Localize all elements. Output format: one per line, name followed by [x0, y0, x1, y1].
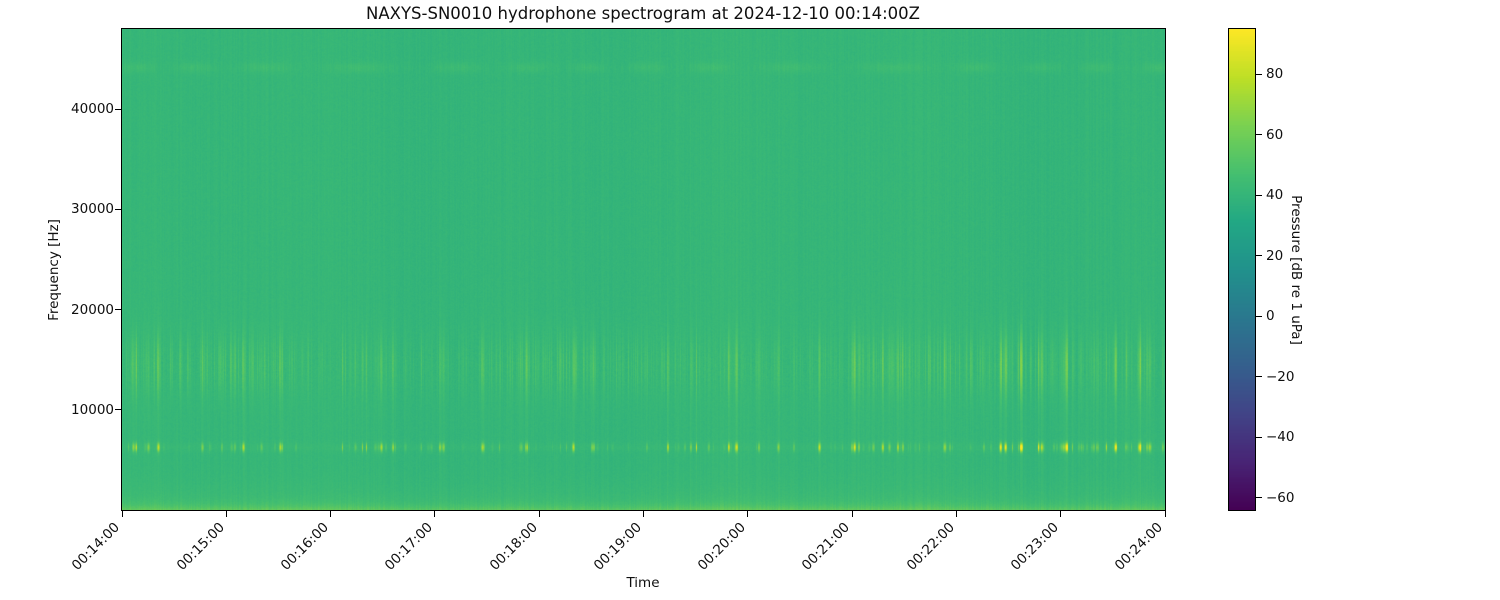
- x-tick-mark: [955, 511, 957, 517]
- x-tick-mark: [434, 511, 436, 517]
- colorbar-tick-mark: [1256, 255, 1262, 257]
- y-tick-mark: [115, 208, 121, 210]
- colorbar-tick-mark: [1256, 315, 1262, 317]
- y-tick-label: 30000: [71, 201, 114, 218]
- colorbar-tick-mark: [1256, 73, 1262, 75]
- x-tick-label-text: 00:17:00: [382, 519, 437, 574]
- y-tick-mark: [115, 409, 121, 411]
- colorbar-tick-label: 20: [1266, 247, 1284, 264]
- x-tick-label-text: 00:14:00: [69, 519, 124, 574]
- colorbar-tick-label: 80: [1266, 66, 1284, 83]
- x-tick-mark: [538, 511, 540, 517]
- y-tick-label: 20000: [71, 301, 114, 318]
- x-tick-label-text: 00:20:00: [694, 519, 750, 574]
- x-tick-label-text: 00:19:00: [590, 519, 645, 574]
- x-tick-label-text: 00:18:00: [486, 519, 541, 574]
- colorbar-tick-mark: [1256, 134, 1262, 136]
- y-tick-label: 40000: [71, 101, 114, 118]
- colorbar-gradient: [1229, 29, 1255, 510]
- y-tick-mark: [115, 108, 121, 110]
- colorbar-tick-label: −60: [1266, 489, 1295, 506]
- x-tick-label-text: 00:23:00: [1007, 519, 1062, 574]
- chart-title: NAXYS-SN0010 hydrophone spectrogram at 2…: [366, 4, 920, 23]
- colorbar-tick-mark: [1256, 376, 1262, 378]
- x-tick-label-text: 00:24:00: [1112, 519, 1167, 574]
- x-axis-label: Time: [626, 575, 660, 591]
- x-tick-mark: [747, 511, 749, 517]
- colorbar-tick-label: −20: [1266, 368, 1295, 385]
- colorbar-tick-label: 40: [1266, 187, 1284, 204]
- x-tick-mark: [121, 511, 123, 517]
- x-tick-mark: [1060, 511, 1062, 517]
- colorbar-tick-mark: [1256, 436, 1262, 438]
- x-tick-mark: [643, 511, 644, 517]
- x-tick-label-text: 00:21:00: [799, 519, 854, 574]
- x-tick-label-text: 00:16:00: [277, 519, 332, 574]
- colorbar-tick-label: 0: [1266, 308, 1275, 325]
- spectrogram-heatmap: [122, 29, 1165, 510]
- colorbar-label: Pressure [dB re 1 uPa]: [1288, 195, 1304, 345]
- x-tick-mark: [225, 511, 227, 517]
- x-tick-mark: [330, 511, 332, 517]
- colorbar-tick-label: 60: [1266, 126, 1284, 143]
- x-tick-mark: [1164, 511, 1166, 517]
- x-tick-label-text: 00:22:00: [903, 519, 958, 574]
- colorbar-tick-mark: [1256, 194, 1262, 196]
- y-tick-mark: [115, 309, 121, 311]
- x-tick-mark: [851, 511, 853, 517]
- colorbar-tick-mark: [1256, 497, 1262, 499]
- y-tick-label: 10000: [71, 401, 114, 418]
- colorbar-tick-label: −40: [1266, 429, 1295, 446]
- x-tick-label-text: 00:15:00: [173, 519, 228, 574]
